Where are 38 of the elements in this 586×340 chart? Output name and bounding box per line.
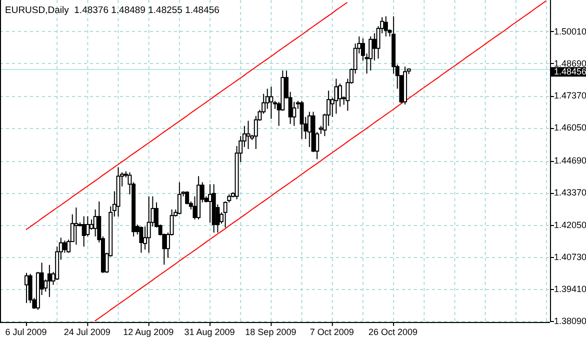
x-tick-label: 18 Sep 2009 <box>245 327 296 337</box>
x-tick-label: 7 Oct 2009 <box>310 327 354 337</box>
candlestick <box>269 86 274 120</box>
candlestick <box>334 78 338 114</box>
candlestick <box>177 182 182 215</box>
candlestick <box>139 226 144 254</box>
y-tick-label: 1.50010 <box>554 26 586 36</box>
candlestick <box>47 264 52 298</box>
y-tick-label: 1.44690 <box>554 156 586 166</box>
x-tick-label: 24 Jul 2009 <box>64 327 110 337</box>
ref-line-label: 1.48456 <box>554 66 586 77</box>
y-tick-label: 1.46050 <box>554 122 586 133</box>
x-tick-label: 6 Jul 2009 <box>5 327 47 337</box>
candlestick <box>300 100 304 140</box>
y-tick-label: 1.43370 <box>554 188 586 198</box>
x-tick-label: 12 Aug 2009 <box>123 327 174 337</box>
candlestick <box>292 101 296 126</box>
candlestick <box>82 216 86 248</box>
y-tick-label: 1.48690 <box>554 58 586 68</box>
candlestick <box>62 240 67 254</box>
candlestick <box>86 216 90 237</box>
candlestick <box>246 120 250 150</box>
y-tick-label: 1.38090 <box>554 316 586 326</box>
candlestick <box>307 111 312 148</box>
y-tick-label: 1.39410 <box>554 284 586 294</box>
x-tick-label: 26 Oct 2009 <box>368 327 418 337</box>
candlestick <box>74 207 78 246</box>
y-tick-label: 1.42050 <box>554 220 586 230</box>
y-tick-label: 1.47370 <box>554 90 586 101</box>
candlestick <box>384 16 388 37</box>
candlestick <box>146 196 151 254</box>
candlestick <box>24 272 28 304</box>
candlestick <box>93 208 98 237</box>
candlestick <box>208 184 212 224</box>
y-tick-label: 1.40730 <box>554 252 586 262</box>
text: EURUSD,Daily 1.48376 1.48489 1.48255 1.48456 <box>5 5 220 16</box>
candlestick <box>368 36 373 71</box>
x-tick-label: 31 Aug 2009 <box>184 327 235 337</box>
